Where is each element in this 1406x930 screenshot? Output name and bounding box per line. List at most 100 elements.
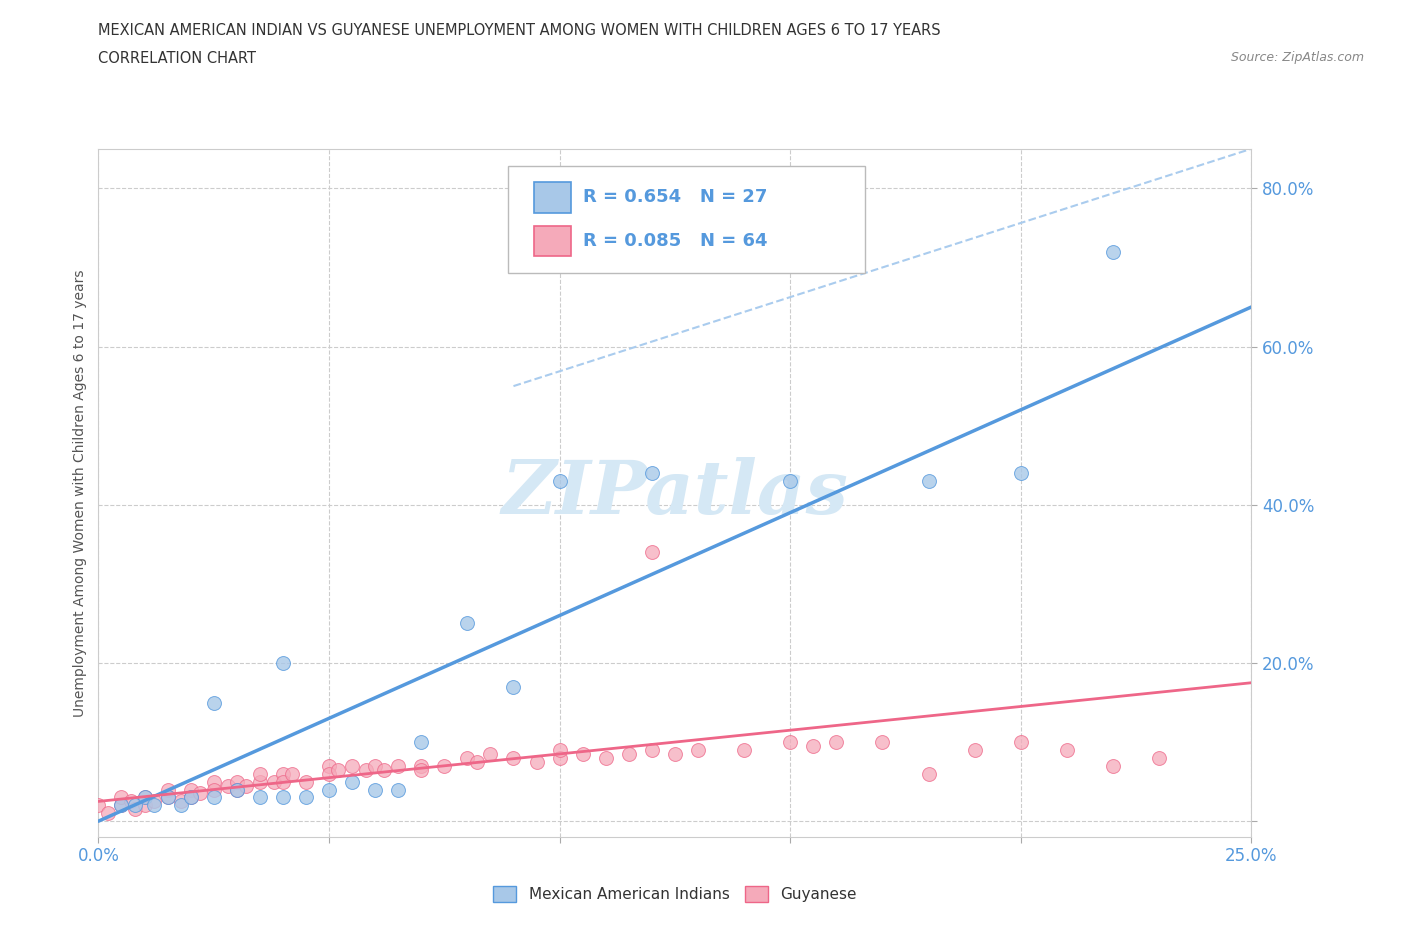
Point <box>124 798 146 813</box>
Point <box>387 782 409 797</box>
Point <box>202 790 225 804</box>
Point <box>318 782 340 797</box>
Point <box>364 782 387 797</box>
Point <box>686 742 709 757</box>
Point <box>825 735 848 750</box>
Point <box>1010 735 1032 750</box>
FancyBboxPatch shape <box>508 166 865 272</box>
Point <box>340 774 363 789</box>
Point <box>156 790 179 804</box>
Point <box>733 742 755 757</box>
Point <box>779 473 801 488</box>
Point <box>664 747 686 762</box>
Point <box>202 782 225 797</box>
Point <box>170 794 193 809</box>
Point <box>641 545 664 560</box>
Point <box>617 747 640 762</box>
Point <box>180 790 202 804</box>
Point <box>595 751 617 765</box>
Point <box>202 695 225 710</box>
Point <box>124 802 146 817</box>
Point <box>170 798 193 813</box>
Point <box>134 798 156 813</box>
Point <box>917 766 939 781</box>
Text: Source: ZipAtlas.com: Source: ZipAtlas.com <box>1230 51 1364 64</box>
Point <box>779 735 801 750</box>
Point <box>548 742 571 757</box>
Point <box>142 798 165 813</box>
Text: ZIPatlas: ZIPatlas <box>502 457 848 529</box>
Point <box>456 751 478 765</box>
Point <box>548 473 571 488</box>
FancyBboxPatch shape <box>534 182 571 213</box>
Point <box>373 763 395 777</box>
Point <box>1102 245 1125 259</box>
Point <box>433 758 456 773</box>
Point <box>202 774 225 789</box>
Point <box>142 794 165 809</box>
Point <box>1102 758 1125 773</box>
Point <box>641 466 664 481</box>
Point <box>571 747 593 762</box>
Point <box>318 766 340 781</box>
Point <box>120 794 142 809</box>
Point <box>134 790 156 804</box>
Point <box>97 805 120 820</box>
Point <box>1010 466 1032 481</box>
Point <box>963 742 986 757</box>
Point <box>917 473 939 488</box>
Point <box>180 782 202 797</box>
Point <box>110 798 132 813</box>
Point <box>271 774 294 789</box>
Point <box>641 742 664 757</box>
Point <box>456 616 478 631</box>
Point <box>87 798 110 813</box>
Point <box>411 763 433 777</box>
Point <box>340 758 363 773</box>
Point <box>271 656 294 671</box>
Point <box>188 786 211 801</box>
Point <box>1147 751 1170 765</box>
Point <box>411 735 433 750</box>
Point <box>465 754 488 769</box>
Text: CORRELATION CHART: CORRELATION CHART <box>98 51 256 66</box>
Text: MEXICAN AMERICAN INDIAN VS GUYANESE UNEMPLOYMENT AMONG WOMEN WITH CHILDREN AGES : MEXICAN AMERICAN INDIAN VS GUYANESE UNEM… <box>98 23 941 38</box>
Y-axis label: Unemployment Among Women with Children Ages 6 to 17 years: Unemployment Among Women with Children A… <box>73 269 87 717</box>
Point <box>387 758 409 773</box>
Point <box>328 763 350 777</box>
Point <box>235 778 257 793</box>
Point <box>263 774 285 789</box>
Point <box>156 782 179 797</box>
Point <box>110 790 132 804</box>
Point <box>872 735 894 750</box>
Point <box>249 790 271 804</box>
Point <box>225 782 247 797</box>
Point <box>479 747 502 762</box>
Text: R = 0.085   N = 64: R = 0.085 N = 64 <box>582 232 768 250</box>
Point <box>217 778 239 793</box>
Point <box>281 766 304 781</box>
Legend: Mexican American Indians, Guyanese: Mexican American Indians, Guyanese <box>488 881 862 909</box>
Point <box>225 774 247 789</box>
Point <box>548 751 571 765</box>
Point <box>354 763 377 777</box>
Point <box>411 758 433 773</box>
FancyBboxPatch shape <box>534 226 571 257</box>
Point <box>249 774 271 789</box>
Point <box>110 798 132 813</box>
Point <box>271 766 294 781</box>
Point <box>364 758 387 773</box>
Point <box>180 790 202 804</box>
Point <box>801 738 824 753</box>
Point <box>295 790 318 804</box>
Point <box>225 782 247 797</box>
Point <box>502 679 524 694</box>
Point <box>526 754 548 769</box>
Point <box>1056 742 1078 757</box>
Point <box>134 790 156 804</box>
Point <box>295 774 318 789</box>
Point <box>156 790 179 804</box>
Text: R = 0.654   N = 27: R = 0.654 N = 27 <box>582 189 768 206</box>
Point <box>271 790 294 804</box>
Point <box>502 751 524 765</box>
